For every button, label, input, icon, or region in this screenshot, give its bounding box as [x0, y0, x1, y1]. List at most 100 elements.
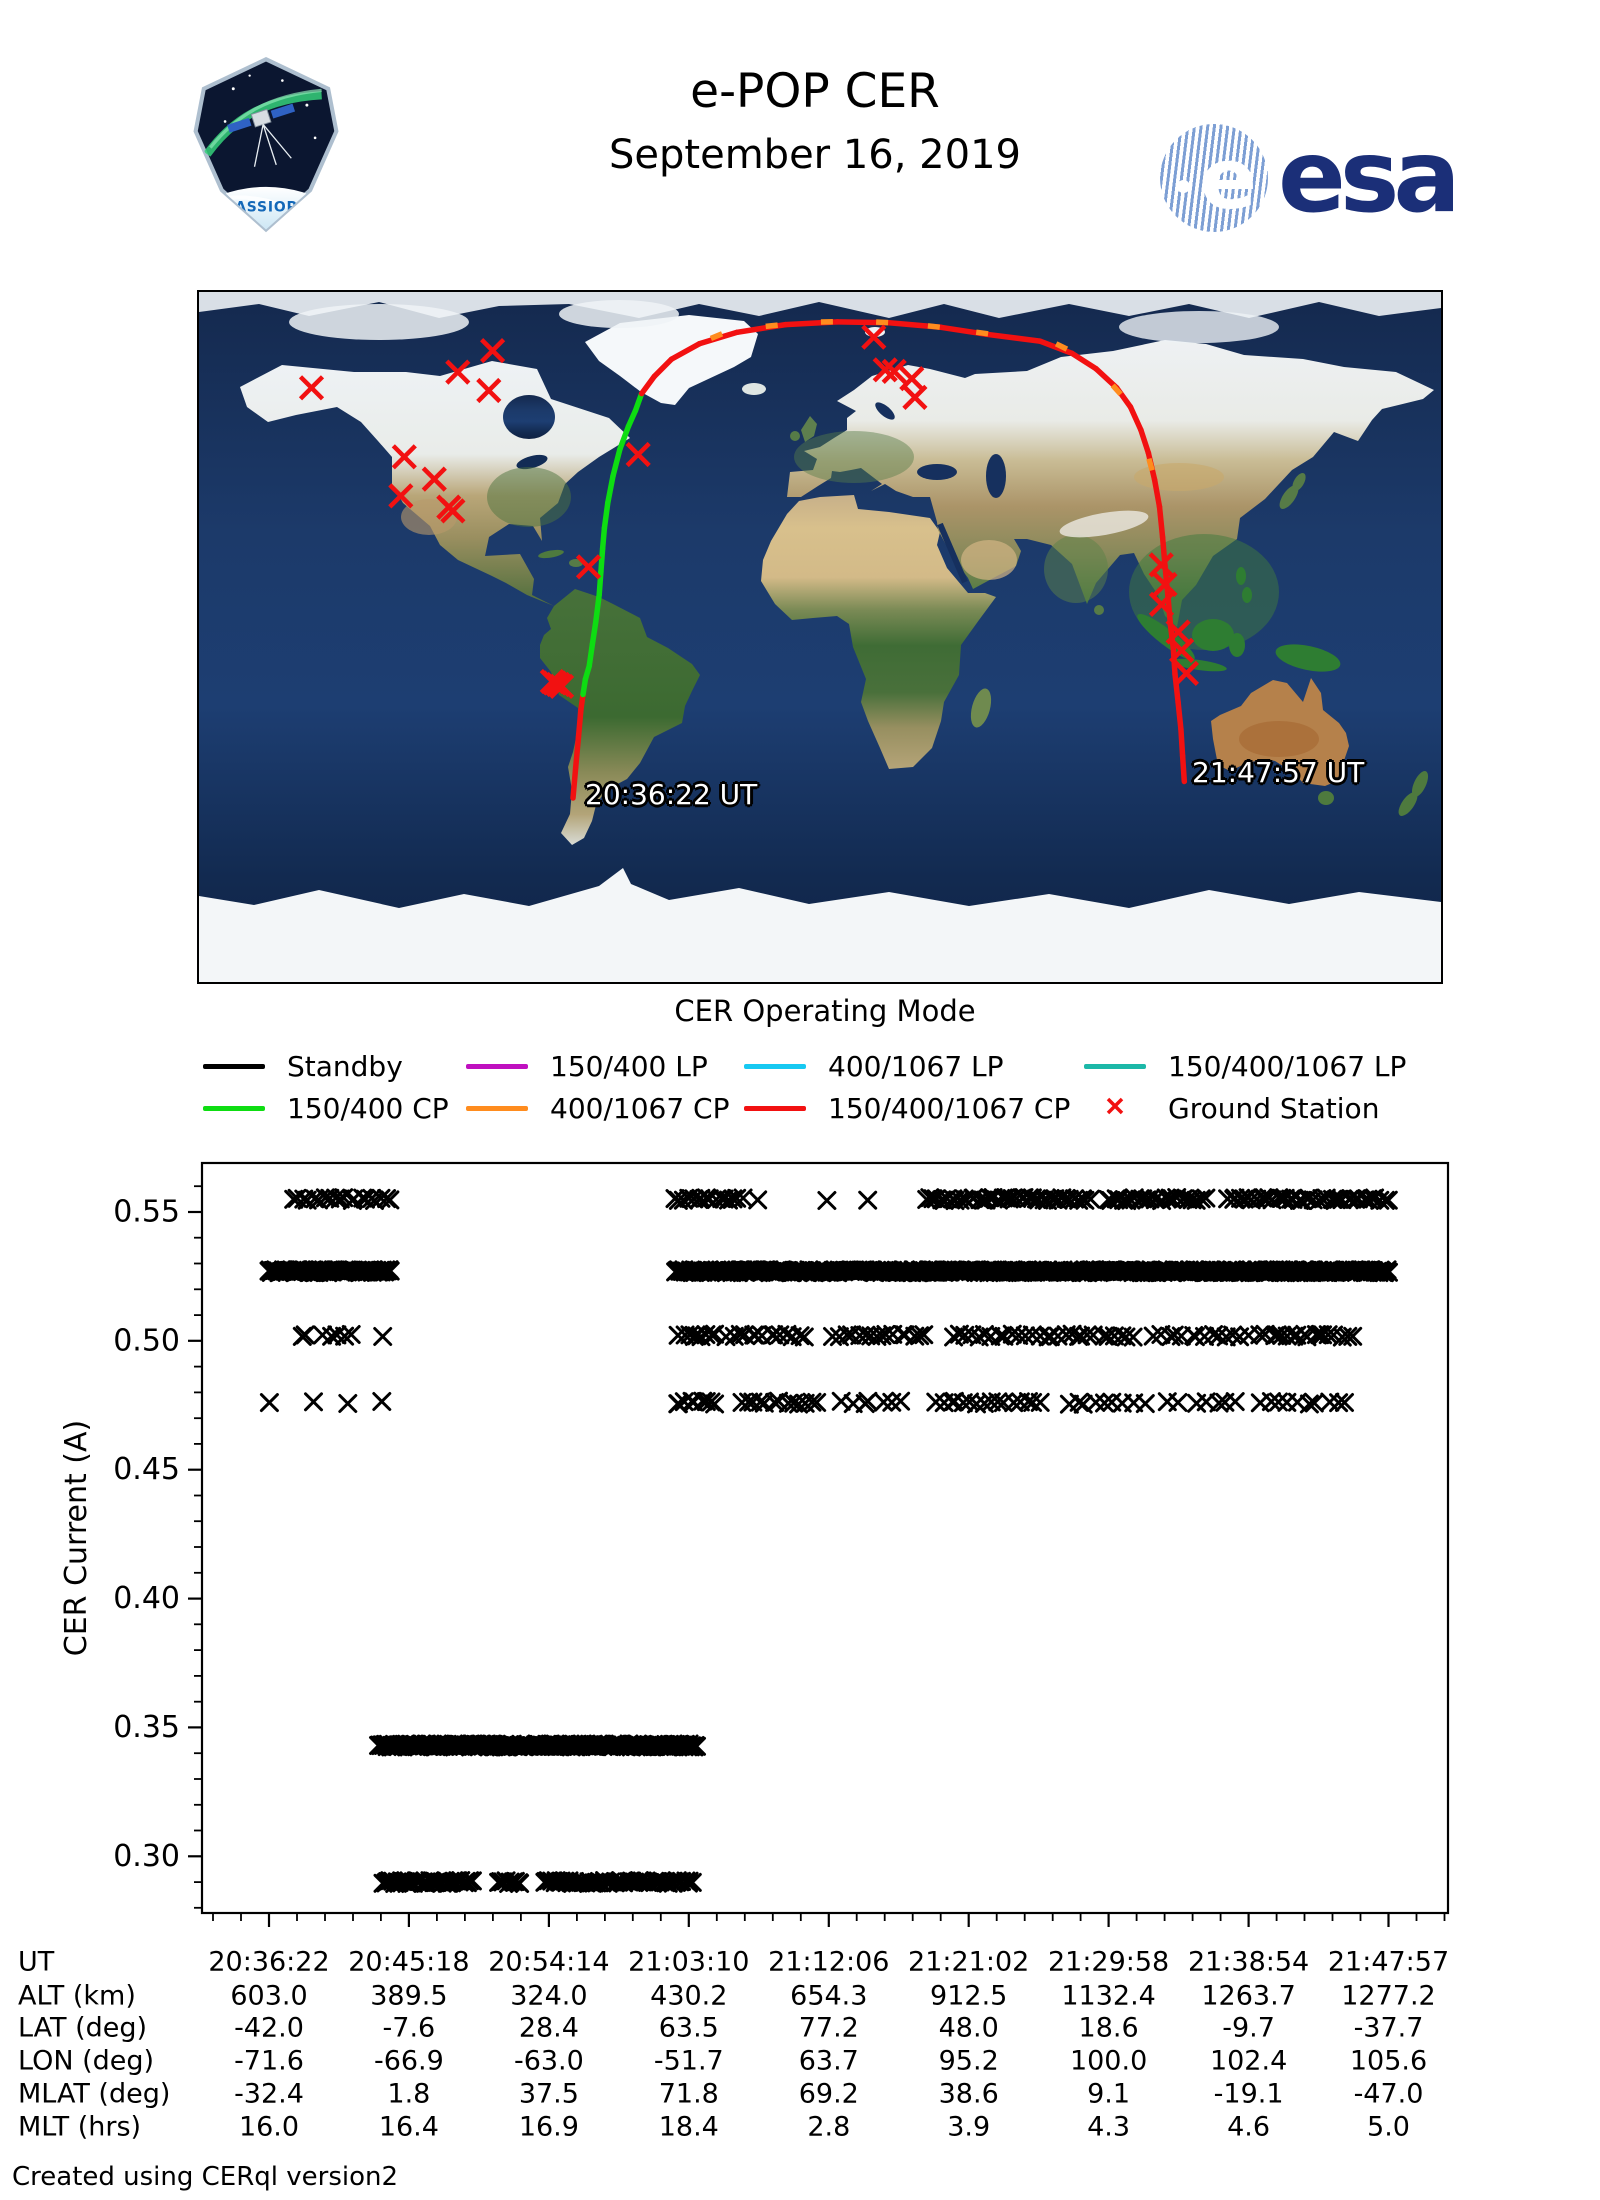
- legend-line-swatch: [466, 1105, 528, 1111]
- table-cell: 16.0: [238, 2111, 300, 2143]
- ground-track-map: [197, 290, 1443, 984]
- track-end-time-label: 21:47:57 UT: [1192, 756, 1365, 789]
- legend-item-standby: Standby: [203, 1049, 403, 1083]
- legend-label: 150/400 LP: [550, 1049, 708, 1083]
- table-cell: 20:45:18: [348, 1946, 470, 1978]
- table-cell: 912.5: [930, 1980, 1008, 2012]
- table-cell: 16.4: [378, 2111, 439, 2143]
- table-cell: 105.6: [1349, 2045, 1428, 2077]
- legend-item-400-1067-lp: 400/1067 LP: [744, 1049, 1004, 1083]
- page-title: e-POP CER: [690, 64, 940, 119]
- table-cell: 9.1: [1087, 2078, 1131, 2110]
- table-row-label: MLAT (deg): [18, 2078, 171, 2110]
- table-cell: 5.0: [1367, 2111, 1410, 2143]
- legend-line-swatch: [1084, 1063, 1146, 1069]
- table-cell: 603.0: [230, 1980, 308, 2012]
- y-tick-label: 0.45: [113, 1452, 180, 1487]
- legend-label: 150/400 CP: [287, 1091, 449, 1125]
- table-cell: 1277.2: [1341, 1980, 1436, 2012]
- table-cell: 21:21:02: [908, 1946, 1030, 1978]
- table-row-label: MLT (hrs): [18, 2111, 142, 2143]
- esa-e-glyph: e: [1200, 130, 1257, 228]
- legend-item-150-400-lp: 150/400 LP: [466, 1049, 708, 1083]
- table-cell: 21:12:06: [768, 1946, 890, 1978]
- table-cell: 1.8: [387, 2078, 431, 2110]
- y-tick-label: 0.50: [113, 1323, 180, 1358]
- track-start-time-label: 20:36:22 UT: [585, 778, 758, 811]
- table-cell: 20:54:14: [488, 1946, 610, 1978]
- legend-item-400-1067-cp: 400/1067 CP: [466, 1091, 729, 1125]
- table-cell: 21:47:57: [1327, 1946, 1450, 1978]
- esa-logo: e esa: [1150, 110, 1480, 250]
- table-cell: 389.5: [370, 1980, 448, 2012]
- table-cell: 38.6: [938, 2078, 999, 2110]
- y-axis-label: CER Current (A): [59, 1420, 94, 1656]
- legend-line-swatch: [744, 1063, 806, 1069]
- table-cell: 77.2: [798, 2012, 859, 2044]
- esa-wordmark: esa: [1278, 118, 1461, 235]
- patch-label: CASSIOPE: [224, 199, 308, 215]
- table-cell: -71.6: [234, 2045, 304, 2077]
- table-cell: -32.4: [234, 2078, 304, 2110]
- table-cell: 37.5: [518, 2078, 579, 2110]
- legend-item-ground-station: Ground Station: [1084, 1091, 1379, 1125]
- table-cell: -7.6: [382, 2012, 436, 2044]
- page-subtitle: September 16, 2019: [609, 132, 1021, 178]
- table-cell: 48.0: [938, 2012, 999, 2044]
- table-cell: 1263.7: [1201, 1980, 1296, 2012]
- table-cell: -51.7: [653, 2045, 724, 2077]
- table-cell: 21:03:10: [628, 1946, 750, 1978]
- legend-x-marker-icon: [1084, 1094, 1146, 1122]
- table-cell: 21:29:58: [1047, 1946, 1170, 1978]
- table-cell: -9.7: [1222, 2012, 1275, 2044]
- y-tick-label: 0.40: [113, 1581, 180, 1616]
- table-cell: 4.3: [1087, 2111, 1131, 2143]
- table-cell: 63.7: [798, 2045, 859, 2077]
- table-cell: 4.6: [1227, 2111, 1271, 2143]
- legend-label: 400/1067 CP: [550, 1091, 730, 1125]
- legend-label: 150/400/1067 LP: [1168, 1049, 1407, 1083]
- legend-line-swatch: [203, 1063, 265, 1069]
- table-cell: 71.8: [658, 2078, 719, 2110]
- table-cell: -37.7: [1353, 2012, 1424, 2044]
- table-cell: 63.5: [658, 2012, 719, 2044]
- table-cell: 20:36:22: [208, 1946, 330, 1978]
- mode-tick-marks: [709, 319, 1155, 472]
- legend-label: Ground Station: [1168, 1091, 1380, 1125]
- scatter-markers: [259, 1188, 1398, 1893]
- table-cell: -42.0: [234, 2012, 304, 2044]
- legend-line-swatch: [744, 1105, 806, 1111]
- legend-label: 400/1067 LP: [828, 1049, 1004, 1083]
- legend-item-150-400-1067-cp: 150/400/1067 CP: [744, 1091, 1070, 1125]
- table-cell: 18.6: [1078, 2012, 1139, 2044]
- table-cell: 16.9: [518, 2111, 579, 2143]
- table-cell: 69.2: [798, 2078, 859, 2110]
- table-cell: 102.4: [1209, 2045, 1288, 2077]
- table-cell: 2.8: [807, 2111, 851, 2143]
- legend-label: 150/400/1067 CP: [828, 1091, 1071, 1125]
- legend-item-150-400-cp: 150/400 CP: [203, 1091, 449, 1125]
- cer-current-chart: 0.30 0.35 0.40 0.45 0.50 0.55 CER Current (A): [0, 1140, 1600, 1970]
- y-tick-label: 0.30: [113, 1839, 180, 1874]
- table-cell: -66.9: [373, 2045, 444, 2077]
- table-cell: 95.2: [938, 2045, 999, 2077]
- table-cell: 324.0: [510, 1980, 588, 2012]
- table-row-label: LON (deg): [18, 2045, 155, 2077]
- legend-label: Standby: [287, 1049, 403, 1083]
- cassiope-patch-icon: CASSIOPE: [183, 56, 349, 240]
- footer-note: Created using CERql version2: [12, 2162, 399, 2192]
- table-cell: -47.0: [1353, 2078, 1424, 2110]
- esa-globe-icon: [1160, 124, 1268, 232]
- table-cell: 1132.4: [1061, 1980, 1156, 2012]
- table-cell: 21:38:54: [1187, 1946, 1310, 1978]
- table-row-label: UT: [18, 1946, 55, 1978]
- legend-line-swatch: [466, 1063, 528, 1069]
- table-cell: 18.4: [658, 2111, 719, 2143]
- table-row-label: LAT (deg): [18, 2012, 148, 2044]
- y-tick-label: 0.55: [113, 1195, 180, 1230]
- table-cell: 3.9: [947, 2111, 991, 2143]
- table-cell: 430.2: [650, 1980, 728, 2012]
- legend-item-150-400-1067-lp: 150/400/1067 LP: [1084, 1049, 1406, 1083]
- legend-line-swatch: [203, 1105, 265, 1111]
